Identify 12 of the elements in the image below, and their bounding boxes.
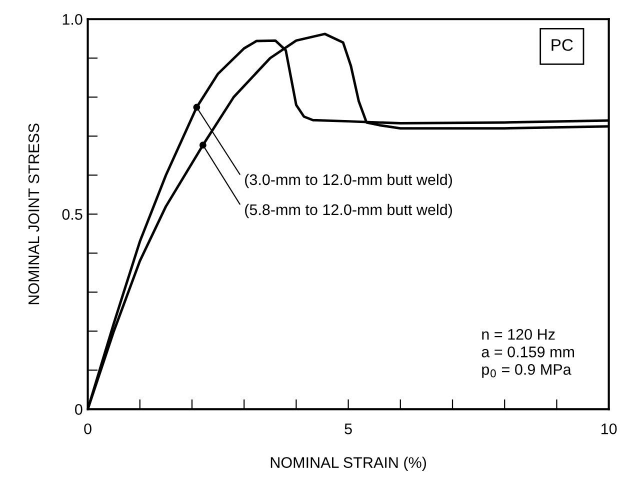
annotation: (5.8-mm to 12.0-mm butt weld) — [245, 204, 452, 218]
y-tick-label: 0.5 — [62, 209, 82, 220]
x-tick-label: 5 — [344, 424, 352, 434]
y-tick-label: 0 — [75, 404, 82, 415]
x-tick-label: 10 — [601, 423, 617, 434]
annotation: PC — [552, 39, 573, 51]
x-axis-title: NOMINAL STRAIN (%) — [270, 456, 426, 471]
x-tick-label: 0 — [84, 423, 92, 434]
annotation: (3.0-mm to 12.0-mm butt weld) — [245, 174, 452, 188]
y-tick-label: 1.0 — [62, 14, 82, 25]
annotation: n = 120 Hz a = 0.159 mm p$_{0}$ = 0.9 MPa — [482, 328, 574, 378]
y-axis-title: NOMINAL JOINT STRESS — [28, 124, 40, 304]
